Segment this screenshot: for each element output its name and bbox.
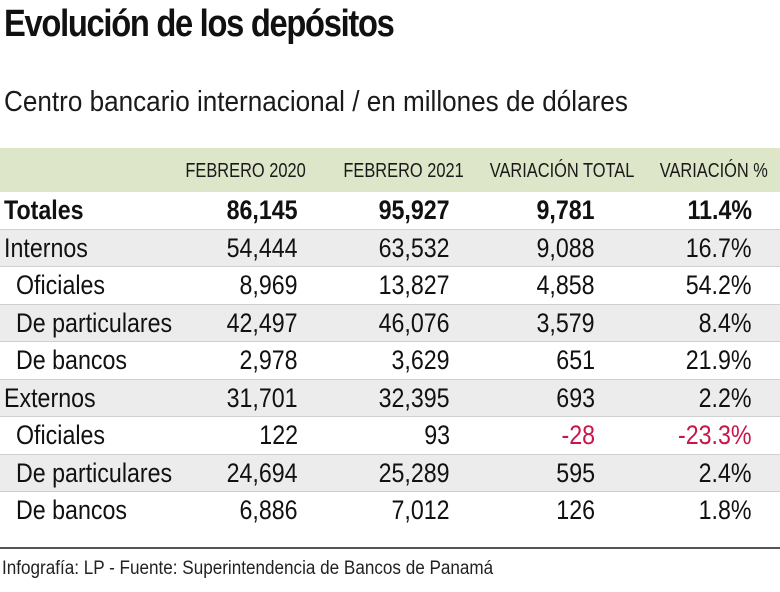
row-label: De bancos xyxy=(16,495,128,525)
cell-var-pct: 11.4% xyxy=(687,195,752,225)
cell-var-pct: 16.7% xyxy=(686,232,752,263)
cell-feb2021: 93 xyxy=(424,420,450,450)
cell-feb2021: 3,629 xyxy=(391,345,450,375)
cell-var-pct: 1.8% xyxy=(699,495,752,525)
table-row-internos: Internos 54,444 63,532 9,088 16.7% xyxy=(0,229,780,267)
cell-feb2020: 42,497 xyxy=(226,307,298,338)
cell-var-pct: 8.4% xyxy=(699,307,752,338)
row-label: Oficiales xyxy=(16,270,106,300)
cell-feb2021: 13,827 xyxy=(378,270,450,300)
row-label: Oficiales xyxy=(16,420,106,450)
row-label: Externos xyxy=(4,382,96,413)
deposits-table: FEBRERO 2020 FEBRERO 2021 VARIACIÓN TOTA… xyxy=(0,148,780,530)
cell-var-pct-negative: -23.3% xyxy=(678,420,752,450)
cell-var-pct: 54.2% xyxy=(686,270,752,300)
cell-var-total: 126 xyxy=(556,495,595,525)
cell-feb2020: 24,694 xyxy=(226,457,298,488)
row-label: Totales xyxy=(4,195,84,225)
cell-feb2021: 32,395 xyxy=(378,382,450,413)
table-row-internos-oficiales: Oficiales 8,969 13,827 4,858 54.2% xyxy=(0,267,780,305)
table-header: FEBRERO 2020 FEBRERO 2021 VARIACIÓN TOTA… xyxy=(0,148,780,192)
column-header-feb2021: FEBRERO 2021 xyxy=(343,160,464,182)
row-label: De bancos xyxy=(16,345,128,375)
cell-feb2020: 54,444 xyxy=(226,232,298,263)
cell-feb2020: 31,701 xyxy=(226,382,298,413)
column-header-var-total: VARIACIÓN TOTAL xyxy=(489,160,634,182)
table-row-externos-bancos: De bancos 6,886 7,012 126 1.8% xyxy=(0,492,780,530)
cell-feb2020: 6,886 xyxy=(239,495,298,525)
row-label: De particulares xyxy=(16,307,173,338)
cell-var-pct: 21.9% xyxy=(686,345,752,375)
cell-var-total-negative: -28 xyxy=(561,420,595,450)
source-credit: Infografía: LP - Fuente: Superintendenci… xyxy=(2,558,494,579)
cell-feb2020: 2,978 xyxy=(239,345,298,375)
cell-var-total: 651 xyxy=(556,345,595,375)
cell-var-total: 693 xyxy=(556,382,595,413)
cell-feb2021: 46,076 xyxy=(378,307,450,338)
cell-feb2020: 86,145 xyxy=(226,195,298,225)
table-row-externos-particulares: De particulares 24,694 25,289 595 2.4% xyxy=(0,454,780,492)
table-row-totales: Totales 86,145 95,927 9,781 11.4% xyxy=(0,192,780,230)
cell-var-total: 4,858 xyxy=(536,270,595,300)
row-label: Internos xyxy=(4,232,88,263)
table-row-externos: Externos 31,701 32,395 693 2.2% xyxy=(0,379,780,417)
page-subtitle: Centro bancario internacional / en millo… xyxy=(4,86,628,118)
cell-feb2021: 95,927 xyxy=(378,195,450,225)
cell-feb2020: 8,969 xyxy=(239,270,298,300)
cell-feb2020: 122 xyxy=(259,420,298,450)
table-row-externos-oficiales: Oficiales 122 93 -28 -23.3% xyxy=(0,417,780,455)
cell-var-total: 9,781 xyxy=(536,195,595,225)
cell-feb2021: 25,289 xyxy=(378,457,450,488)
row-label: De particulares xyxy=(16,457,173,488)
cell-var-total: 9,088 xyxy=(536,232,595,263)
table-row-internos-particulares: De particulares 42,497 46,076 3,579 8.4% xyxy=(0,304,780,342)
page-title: Evolución de los depósitos xyxy=(4,3,395,45)
cell-var-total: 3,579 xyxy=(536,307,595,338)
table-row-internos-bancos: De bancos 2,978 3,629 651 21.9% xyxy=(0,342,780,380)
cell-var-pct: 2.2% xyxy=(699,382,752,413)
column-header-feb2020: FEBRERO 2020 xyxy=(185,160,306,182)
cell-var-pct: 2.4% xyxy=(699,457,752,488)
footer-divider xyxy=(0,547,780,549)
cell-var-total: 595 xyxy=(556,457,595,488)
cell-feb2021: 7,012 xyxy=(391,495,450,525)
column-header-var-pct: VARIACIÓN % xyxy=(659,160,768,182)
cell-feb2021: 63,532 xyxy=(378,232,450,263)
